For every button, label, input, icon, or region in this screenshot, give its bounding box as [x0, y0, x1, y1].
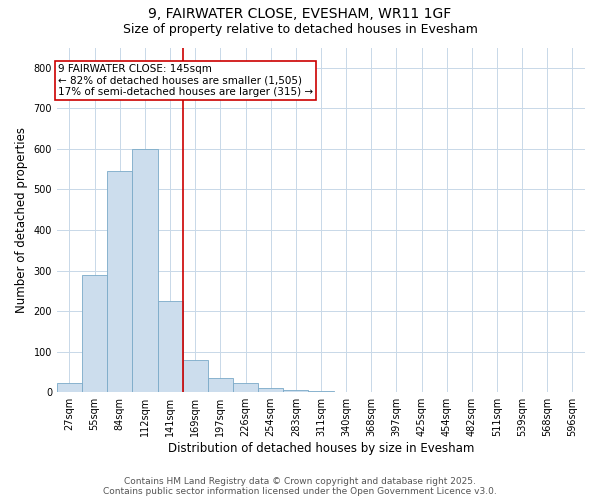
Bar [57, 384, 82, 392]
Y-axis label: Number of detached properties: Number of detached properties [15, 127, 28, 313]
Bar [208, 378, 233, 392]
Bar [182, 360, 208, 392]
Bar [283, 390, 308, 392]
Bar [133, 149, 158, 392]
Bar [158, 301, 182, 392]
X-axis label: Distribution of detached houses by size in Evesham: Distribution of detached houses by size … [168, 442, 474, 455]
Bar [308, 391, 334, 392]
Bar [82, 274, 107, 392]
Text: 9 FAIRWATER CLOSE: 145sqm
← 82% of detached houses are smaller (1,505)
17% of se: 9 FAIRWATER CLOSE: 145sqm ← 82% of detac… [58, 64, 313, 97]
Text: Contains HM Land Registry data © Crown copyright and database right 2025.
Contai: Contains HM Land Registry data © Crown c… [103, 476, 497, 496]
Text: 9, FAIRWATER CLOSE, EVESHAM, WR11 1GF: 9, FAIRWATER CLOSE, EVESHAM, WR11 1GF [148, 8, 452, 22]
Text: Size of property relative to detached houses in Evesham: Size of property relative to detached ho… [122, 22, 478, 36]
Bar [233, 384, 258, 392]
Bar [258, 388, 283, 392]
Bar [107, 171, 133, 392]
